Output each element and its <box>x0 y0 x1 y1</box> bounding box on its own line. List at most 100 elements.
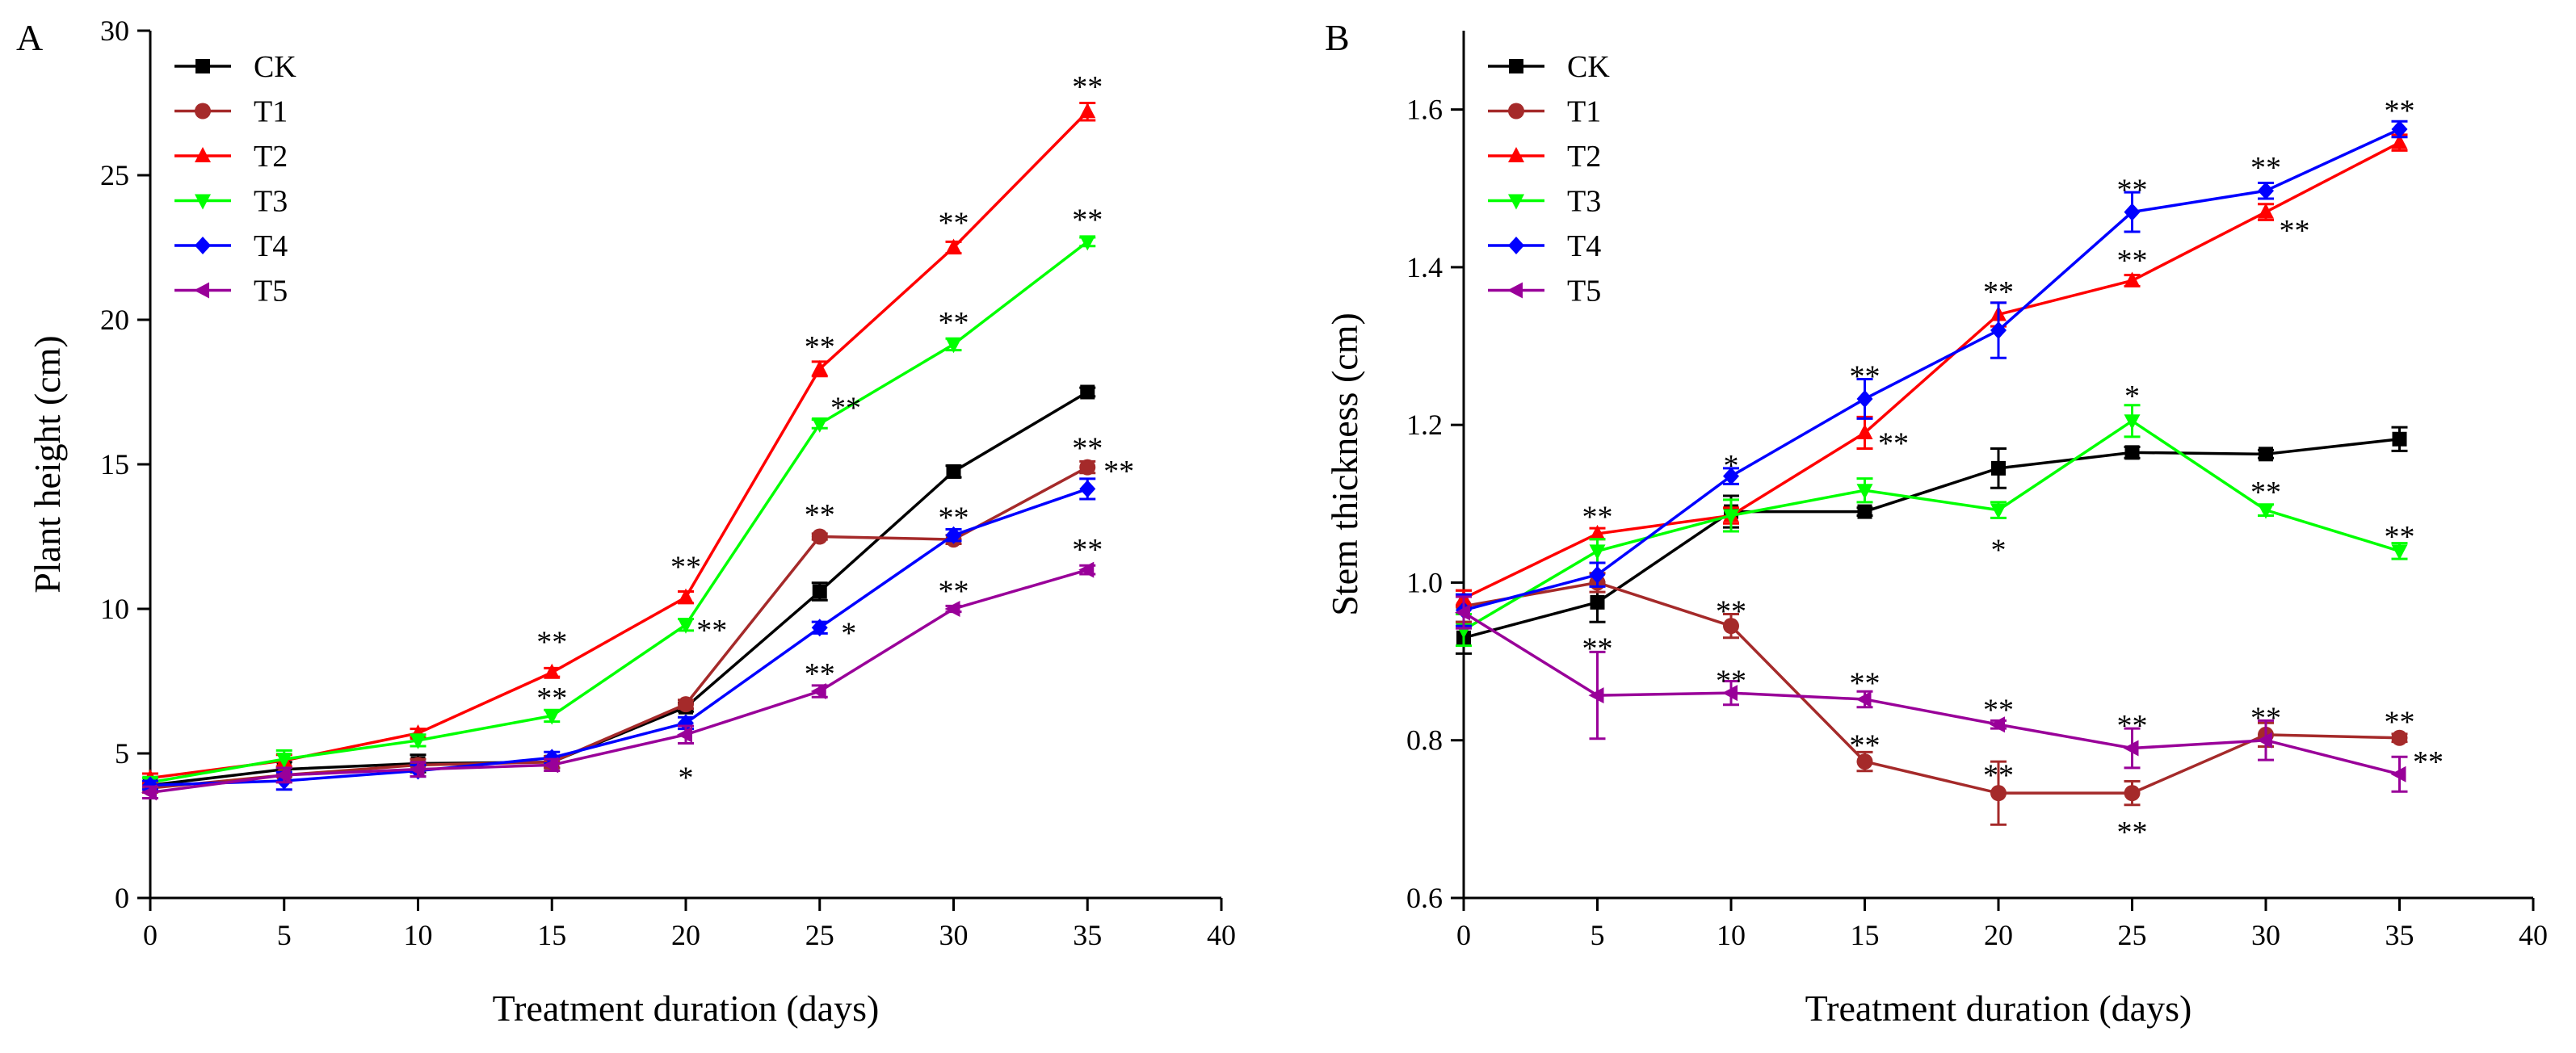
significance-label: ** <box>1582 632 1613 666</box>
significance-label: ** <box>2117 816 2148 850</box>
x-tick-label: 40 <box>1207 919 1236 951</box>
series-line <box>149 240 1089 784</box>
data-point <box>2392 431 2407 447</box>
significance-label: ** <box>1850 666 1881 700</box>
data-point <box>1722 685 1738 702</box>
data-point <box>2257 732 2272 749</box>
series-t3 <box>1456 404 2408 648</box>
data-point <box>2124 414 2141 430</box>
data-point <box>811 417 828 433</box>
legend-label: T5 <box>254 275 288 308</box>
y-tick-label: 25 <box>100 159 129 191</box>
significance-label: ** <box>2250 701 2281 735</box>
data-point <box>811 528 828 545</box>
x-tick-label: 30 <box>939 919 969 951</box>
series-line <box>1463 438 2400 640</box>
data-point <box>1079 480 1096 498</box>
x-axis-title: Treatment duration (days) <box>493 988 880 1029</box>
data-point <box>1079 235 1096 251</box>
legend-label: T1 <box>1567 95 1601 129</box>
significance-label: ** <box>670 550 701 584</box>
data-point <box>1079 459 1096 476</box>
data-point <box>1856 423 1873 439</box>
significance-label: ** <box>2250 151 2281 185</box>
legend-marker <box>195 194 211 210</box>
data-point <box>1588 687 1604 704</box>
data-point <box>810 683 826 700</box>
legend-label: T4 <box>1567 229 1601 263</box>
x-tick-label: 15 <box>537 919 566 951</box>
data-point <box>811 619 828 637</box>
data-point <box>1990 785 2007 802</box>
series-line <box>149 487 1088 787</box>
data-point <box>410 733 427 749</box>
data-point <box>2391 120 2408 139</box>
x-axis-title: Treatment duration (days) <box>1805 988 2192 1029</box>
data-point <box>1723 467 1739 485</box>
significance-label: ** <box>1716 595 1746 629</box>
significance-label: * <box>1724 449 1739 483</box>
data-point <box>1723 509 1739 525</box>
data-point <box>1080 384 1095 400</box>
data-point <box>2124 785 2141 802</box>
legend-label: T4 <box>254 229 288 263</box>
data-point <box>1078 561 1095 578</box>
series-line <box>149 568 1088 795</box>
significance-label: ** <box>1878 427 1909 461</box>
significance-label: ** <box>939 575 969 609</box>
legend-marker <box>195 59 210 73</box>
data-point <box>946 464 961 479</box>
data-point <box>2124 203 2141 221</box>
significance-label: ** <box>1582 500 1613 534</box>
significance-label: ** <box>805 657 835 691</box>
series-t5 <box>1455 595 2408 793</box>
series-line <box>1463 611 2400 776</box>
legend-label: T2 <box>254 140 288 174</box>
data-point <box>2258 203 2274 219</box>
data-point <box>2390 766 2406 782</box>
significance-label: ** <box>939 306 969 340</box>
significance-label: ** <box>1983 694 2014 728</box>
data-point <box>2391 729 2408 746</box>
data-point <box>275 766 291 783</box>
legend-label: T3 <box>254 185 288 219</box>
chart-plant-height: A 0 5 10 15 20 25 30 35 40 0 5 10 15 20 25 30 Treatment d… <box>16 15 1236 1029</box>
data-point <box>2391 133 2408 149</box>
data-point <box>678 588 694 604</box>
legend-label: T5 <box>1567 275 1601 308</box>
legend-marker <box>1508 103 1524 120</box>
x-tick-label: 5 <box>277 919 292 951</box>
y-axis-title: Stem thickness (cm) <box>1324 313 1365 616</box>
data-point <box>1857 504 1872 519</box>
x-tick-label: 10 <box>404 919 433 951</box>
data-point <box>678 618 694 634</box>
series-ck <box>1456 426 2408 655</box>
x-tick-label: 35 <box>1073 919 1102 951</box>
legend-label: T1 <box>254 95 288 129</box>
significance-label: ** <box>1072 432 1103 466</box>
y-tick-label: 0 <box>115 882 129 914</box>
significance-label: ** <box>1716 665 1746 699</box>
significance-label: ** <box>2385 520 2415 554</box>
data-point <box>1589 565 1606 584</box>
legend-label: T3 <box>1567 185 1601 219</box>
significance-label: ** <box>1983 275 2014 309</box>
y-tick-label: 10 <box>100 593 129 625</box>
legend-marker <box>1508 237 1524 254</box>
significance-label: ** <box>1072 70 1103 104</box>
significance-label: ** <box>830 391 861 425</box>
legend-marker <box>1507 282 1523 299</box>
data-point <box>678 714 694 732</box>
y-tick-label: 0.8 <box>1406 724 1443 757</box>
data-point <box>945 526 962 544</box>
data-point <box>409 761 425 778</box>
x-tick-label: 5 <box>1591 919 1605 951</box>
data-point <box>2258 182 2274 200</box>
data-point <box>945 338 962 354</box>
significance-label: * <box>1991 533 2007 567</box>
data-point <box>678 696 694 713</box>
significance-label: ** <box>1850 729 1881 763</box>
significance-label: ** <box>1072 533 1103 567</box>
data-point <box>2259 447 2273 462</box>
